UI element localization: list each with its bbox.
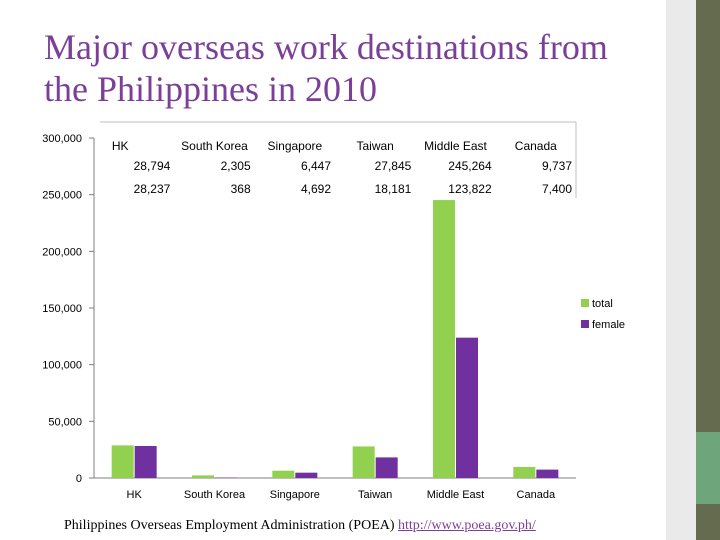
y-tick-label: 150,000 xyxy=(42,303,82,315)
bar-female xyxy=(536,469,559,478)
data-table-bg xyxy=(100,122,576,198)
bar-female xyxy=(456,337,478,478)
data-table-cell-female: 28,237 xyxy=(134,182,171,196)
bar-total xyxy=(513,466,536,478)
x-tick-label: HK xyxy=(127,489,143,501)
y-tick-label: 200,000 xyxy=(42,246,82,258)
data-table-header: Singapore xyxy=(267,139,322,153)
data-table-header: South Korea xyxy=(181,139,248,153)
data-table-cell-female: 7,400 xyxy=(542,182,572,196)
data-table-cell-total: 9,737 xyxy=(542,159,572,173)
bar-total xyxy=(433,200,455,479)
legend-label-female: female xyxy=(592,319,625,331)
source-note: Philippines Overseas Employment Administ… xyxy=(64,518,536,534)
x-tick-label: Middle East xyxy=(427,489,484,501)
data-table-cell-total: 2,305 xyxy=(221,159,251,173)
bar-female xyxy=(134,445,157,478)
y-tick-label: 0 xyxy=(76,473,82,485)
bar-total xyxy=(192,475,214,478)
data-table-header: Canada xyxy=(515,139,557,153)
slide-side-accent xyxy=(696,432,720,504)
y-tick-label: 300,000 xyxy=(42,133,82,145)
bar-total xyxy=(352,446,375,478)
slide-side-stripe xyxy=(666,0,696,540)
bar-total xyxy=(272,470,295,478)
legend-label-total: total xyxy=(592,298,613,310)
page-title: Major overseas work destinations from th… xyxy=(44,27,608,109)
data-table-cell-female: 368 xyxy=(231,182,251,196)
bar-female xyxy=(375,457,398,478)
bar-total xyxy=(111,445,134,478)
y-tick-label: 100,000 xyxy=(42,360,82,372)
bar-female xyxy=(295,472,318,478)
data-table-cell-female: 18,181 xyxy=(375,182,412,196)
data-table-header: HK xyxy=(112,139,129,153)
data-table-header: Middle East xyxy=(424,139,487,153)
source-text: Philippines Overseas Employment Administ… xyxy=(64,518,395,533)
x-tick-label: Canada xyxy=(517,489,556,501)
source-link[interactable]: http://www.poea.gov.ph/ xyxy=(398,518,536,533)
data-table-cell-total: 28,794 xyxy=(134,159,171,173)
legend-swatch-female xyxy=(581,320,589,328)
x-tick-label: South Korea xyxy=(184,489,246,501)
y-tick-label: 250,000 xyxy=(42,190,82,202)
x-tick-label: Singapore xyxy=(270,489,320,501)
data-table-cell-total: 27,845 xyxy=(375,159,412,173)
x-tick-label: Taiwan xyxy=(358,489,392,501)
data-table-cell-total: 6,447 xyxy=(301,159,331,173)
bar-chart: 0 50,000 100,000 150,000 200,000 250,000 300,0… xyxy=(42,121,625,501)
data-table-cell-female: 4,692 xyxy=(301,182,331,196)
data-table-header: Taiwan xyxy=(356,139,393,153)
data-table-cell-female: 123,822 xyxy=(448,182,492,196)
legend-swatch-total xyxy=(581,299,589,307)
data-table-cell-total: 245,264 xyxy=(448,159,492,173)
y-tick-label: 50,000 xyxy=(48,416,82,428)
